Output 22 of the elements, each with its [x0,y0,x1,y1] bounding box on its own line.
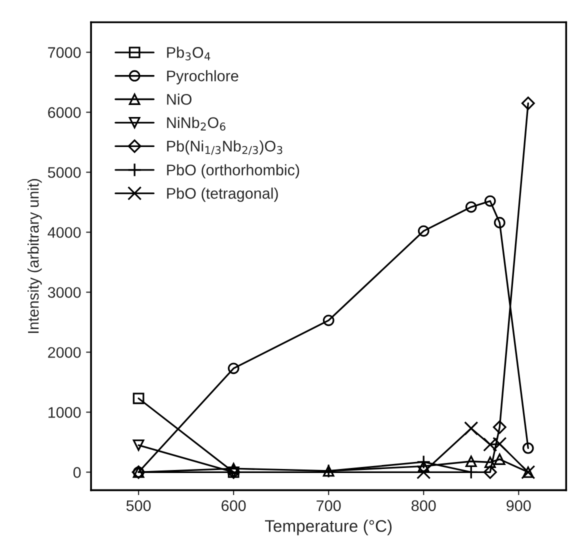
y-tick-label: 0 [73,467,81,478]
legend-label: PbO (tetragonal) [167,188,278,202]
x-tick-label: 500 [126,500,151,512]
legend-label: NiNb$_{2}$O$_{6}$ [167,116,226,131]
y-tick-label: 1000 [48,407,81,418]
y-tick-label: 2000 [48,347,81,358]
legend-label: NiO [167,94,192,105]
y-tick-label: 7000 [48,47,81,58]
x-axis-title: Temperature (°C) [264,520,392,536]
y-tick-label: 5000 [48,167,81,178]
y-tick-label: 3000 [48,287,81,298]
legend-label: Pyrochlore [167,70,238,84]
x-tick-label: 700 [316,500,341,512]
x-tick-label: 900 [506,500,531,512]
y-tick-label: 4000 [48,227,81,238]
y-axis-title: Intensity (arbitrary unit) [28,179,42,333]
legend-label: PbO (orthorhombic) [167,164,300,178]
x-tick-label: 600 [222,500,246,512]
x-tick-label: 800 [412,500,436,512]
legend-label: Pb$_{3}$O$_{4}$ [167,46,210,60]
y-tick-label: 6000 [48,107,81,118]
legend-label: Pb(Ni$_{1/3}$Nb$_{2/3}$)O$_{3}$ [167,140,282,155]
